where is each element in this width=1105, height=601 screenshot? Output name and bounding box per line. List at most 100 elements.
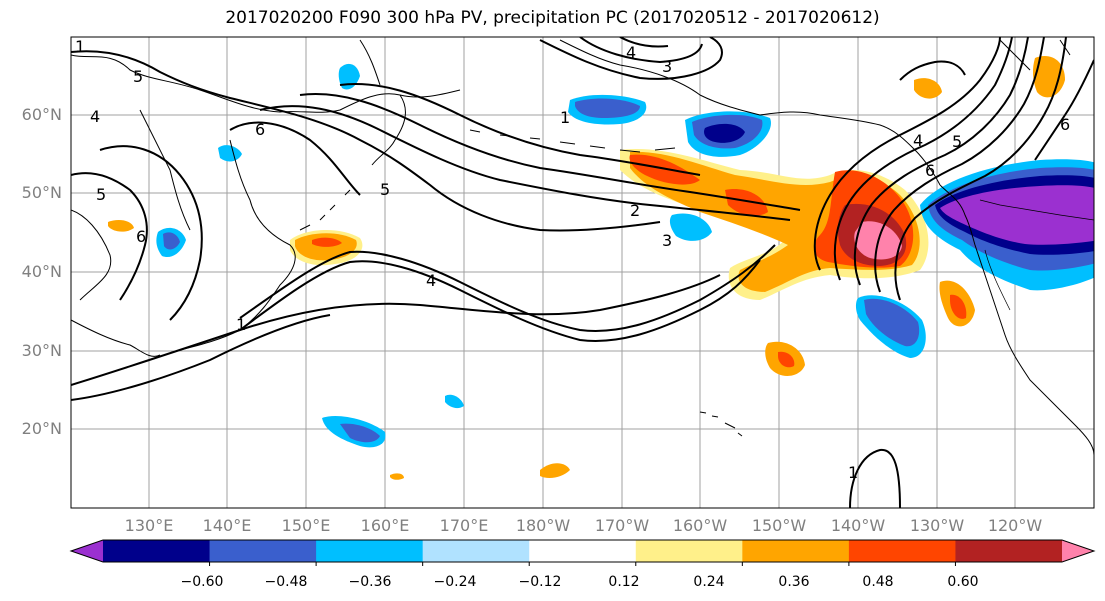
- contour-b: [299, 93, 801, 211]
- colorbar-segment: [635, 540, 743, 562]
- colorbar: [69, 539, 1096, 566]
- contour-1-north-east: [899, 60, 966, 81]
- longitude-labels: 130°E 140°E 150°E 160°E 170°E 180°W 170°…: [125, 516, 1043, 535]
- cold-region-japan-sea-mid: [163, 232, 180, 250]
- lat-label: 50°N: [22, 183, 62, 202]
- pv-contours: [71, 37, 1094, 508]
- contour-3: [239, 259, 761, 342]
- contour-label: 1: [75, 37, 85, 56]
- lon-label: 170°E: [440, 516, 489, 535]
- contour-east-2: [833, 37, 1013, 281]
- lat-label: 30°N: [22, 341, 62, 360]
- contour-1-east: [849, 448, 901, 508]
- lon-label: 120°W: [988, 516, 1043, 535]
- lat-label: 20°N: [22, 419, 62, 438]
- contour-a: [259, 105, 791, 221]
- contour-label: 5: [96, 185, 106, 204]
- lon-label: 180°W: [516, 516, 571, 535]
- contour-2: [71, 314, 331, 401]
- latitude-labels: 60°N 50°N 40°N 30°N 20°N: [22, 105, 62, 438]
- colorbar-outline: [69, 539, 1096, 563]
- warm-small-7: [390, 473, 404, 480]
- contour-label: 6: [136, 227, 146, 246]
- contour-e: [99, 145, 203, 321]
- contour-label: 4: [90, 107, 100, 126]
- lon-label: 140°E: [203, 516, 252, 535]
- contour-label: 6: [255, 120, 265, 139]
- colorbar-segment: [529, 540, 637, 562]
- contour-label: 6: [1060, 115, 1070, 134]
- contour-label: 5: [952, 132, 962, 151]
- colorbar-segment: [955, 540, 1063, 562]
- coast-bc: [939, 184, 1094, 456]
- red-core-3: [725, 189, 768, 216]
- contour-6: [229, 121, 361, 196]
- colorbar-tick-label: 0.24: [693, 574, 724, 590]
- cold-region-sakhalin: [218, 145, 242, 162]
- lat-label: 60°N: [22, 105, 62, 124]
- contour-label: 6: [925, 161, 935, 180]
- colorbar-extend-high: [1062, 540, 1094, 562]
- contour-1-south: [71, 274, 721, 386]
- contour-east-5: [894, 37, 1067, 301]
- lon-label: 130°W: [910, 516, 965, 535]
- colorbar-segment: [209, 540, 317, 562]
- colorbar-segment: [848, 540, 956, 562]
- cold-region-ne-pacific-mid: [864, 298, 920, 347]
- colorbar-tick-label: −0.36: [349, 574, 392, 590]
- contour-label: 3: [662, 57, 672, 76]
- lon-label: 160°E: [361, 516, 410, 535]
- lon-label: 160°W: [673, 516, 728, 535]
- colorbar-segment: [103, 540, 211, 562]
- contour-east-1: [813, 37, 1001, 271]
- coast-borders: [979, 199, 1094, 311]
- contour-label-group: 5 4 5 6 6 5 4 1 1 2 3 4 3 5 6 4 6 1 1: [75, 37, 1070, 482]
- contour-east-4: [874, 37, 1045, 293]
- contour-east-6: [1034, 59, 1094, 161]
- contour-label: 1: [560, 108, 570, 127]
- colorbar-tick-label: 0.60: [947, 574, 978, 590]
- colorbar-tick-label: −0.48: [265, 574, 308, 590]
- cold-region-south-mid: [340, 423, 380, 443]
- colorbar-segment: [316, 540, 424, 562]
- contour-top-3: [619, 37, 669, 48]
- cold-region-alaska-dark: [704, 123, 745, 143]
- contour-5: [71, 50, 661, 232]
- coast-kuril: [299, 189, 351, 231]
- lon-label: 140°W: [831, 516, 886, 535]
- red-japan: [312, 237, 342, 247]
- colorbar-tick-label: 0.12: [608, 574, 639, 590]
- lon-label: 170°W: [595, 516, 650, 535]
- contour-label: 3: [662, 231, 672, 250]
- contour-east-3: [853, 37, 1029, 286]
- warm-small-2: [914, 78, 942, 99]
- contour-label: 4: [426, 271, 436, 290]
- colorbar-tick-label: −0.60: [181, 574, 224, 590]
- lon-label: 150°W: [752, 516, 807, 535]
- page-title: 2017020200 F090 300 hPa PV, precipitatio…: [225, 8, 880, 28]
- contour-top-1: [539, 37, 723, 80]
- colorbar-tick-label: 0.48: [862, 574, 893, 590]
- coast-alaska: [559, 39, 941, 186]
- contour-label: 5: [380, 180, 390, 199]
- colorbar-tick-label: −0.12: [519, 574, 562, 590]
- contour-label: 4: [913, 131, 923, 150]
- cold-region-aleutian-mid: [575, 98, 640, 118]
- colorbar-segment: [422, 540, 530, 562]
- contour-d: [71, 172, 148, 301]
- contour-label: 1: [236, 315, 246, 334]
- contour-label: 4: [626, 43, 636, 62]
- contour-label: 2: [630, 201, 640, 220]
- contour-4: [239, 244, 776, 332]
- colorbar-tick-label: 0.36: [778, 574, 809, 590]
- lon-label: 150°E: [282, 516, 331, 535]
- cold-region-west-us-core: [940, 185, 1094, 245]
- contour-label: 5: [133, 67, 143, 86]
- warm-small-1: [108, 220, 134, 232]
- coast-asia: [71, 54, 461, 357]
- coast-kamchatka: [359, 39, 406, 166]
- colorbar-extend-low: [71, 540, 103, 562]
- colorbar-tick-label: −0.24: [434, 574, 477, 590]
